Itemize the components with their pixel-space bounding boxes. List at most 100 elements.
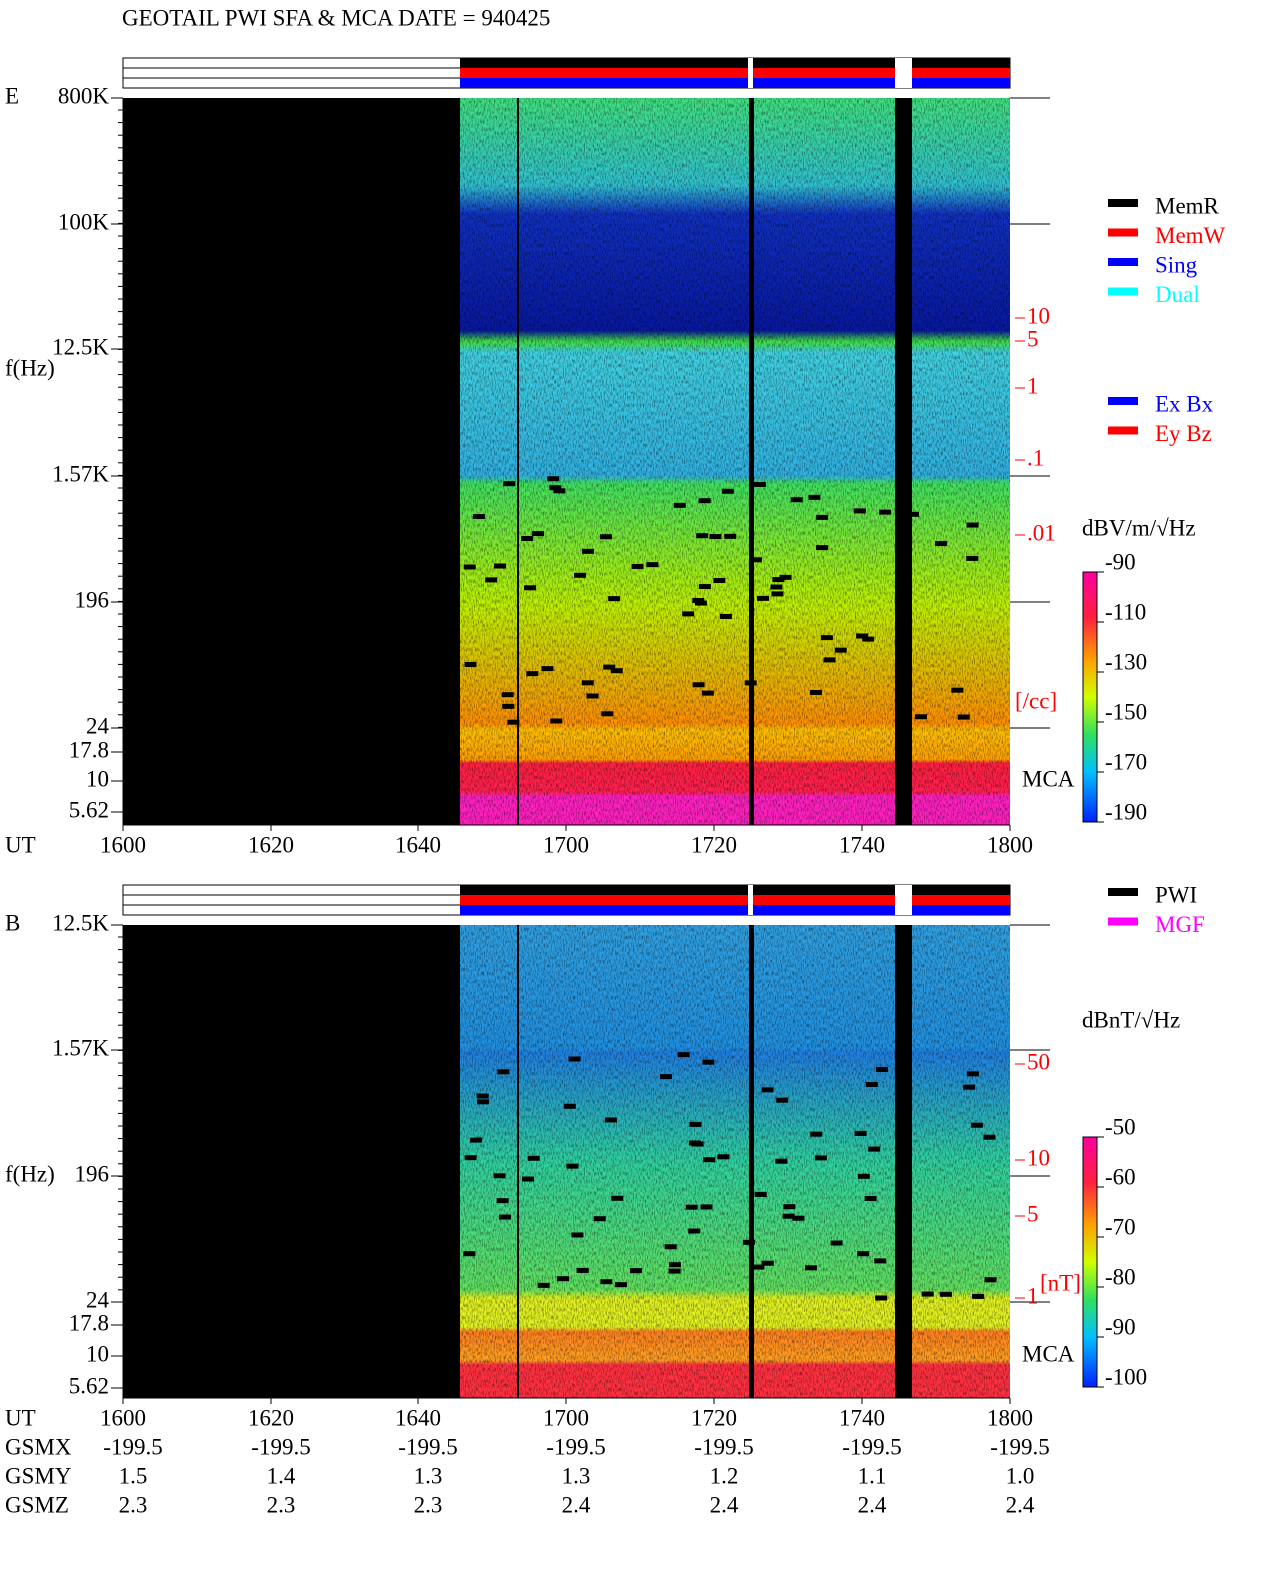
- dropout: [823, 657, 836, 663]
- orbit-value: 2.4: [562, 1492, 591, 1517]
- dropout: [772, 577, 785, 583]
- side-unit: [/cc]: [1015, 688, 1057, 713]
- mode-bar-row: [460, 58, 1010, 68]
- dropout: [702, 1059, 715, 1065]
- dropout: [581, 680, 594, 686]
- dropout: [792, 1215, 805, 1221]
- dropout: [951, 687, 964, 693]
- orbit-value: -199.5: [694, 1434, 753, 1459]
- dropout: [610, 668, 623, 674]
- x-tick-label: 1800: [987, 832, 1033, 857]
- dropout: [896, 1060, 909, 1066]
- dropout: [659, 1074, 672, 1080]
- colorbar: [1082, 1136, 1098, 1388]
- legend-swatch: [1108, 287, 1138, 296]
- dropout: [816, 545, 829, 551]
- dropout: [689, 1121, 702, 1127]
- dropout: [549, 485, 562, 491]
- dropout: [537, 1282, 550, 1288]
- orbit-name: GSMZ: [5, 1492, 69, 1517]
- dropout: [804, 1265, 817, 1271]
- y-tick-label: 10: [86, 766, 109, 791]
- dropout: [499, 1214, 512, 1220]
- dropout: [719, 613, 732, 619]
- y-tick-label: 17.8: [69, 1310, 109, 1335]
- colorbar-tick-label: -110: [1105, 599, 1146, 624]
- dropout: [463, 564, 476, 570]
- y-tick-label: 196: [75, 1161, 110, 1186]
- colorbar-tick-label: -90: [1105, 1314, 1136, 1339]
- mode-bar-row: [460, 895, 1010, 905]
- legend-swatch: [1108, 258, 1138, 266]
- dropout: [673, 502, 686, 508]
- dropout: [688, 1228, 701, 1234]
- dropout: [464, 662, 477, 668]
- dropout: [874, 1258, 887, 1264]
- colorbar: [1082, 571, 1098, 823]
- mode-bar-row: [460, 905, 1010, 915]
- dropout: [682, 611, 695, 617]
- dropout: [984, 1277, 997, 1283]
- dropout: [521, 536, 534, 542]
- spectrogram-texture: [460, 98, 1010, 825]
- data-gap: [123, 925, 460, 1398]
- dropout: [685, 1204, 698, 1210]
- dropout: [603, 664, 616, 670]
- colorbar-tick-label: -100: [1105, 1364, 1147, 1389]
- dropout: [599, 534, 612, 540]
- dropout: [631, 563, 644, 569]
- dropout: [497, 1069, 510, 1075]
- dropout: [541, 666, 554, 672]
- x-tick-label: 1700: [543, 1405, 589, 1430]
- orbit-name: GSMY: [5, 1463, 72, 1488]
- legend-label: MemR: [1155, 193, 1220, 218]
- mode-bar-gap: [748, 58, 753, 88]
- y-tick-label: 800K: [58, 83, 110, 108]
- dropout: [878, 509, 891, 515]
- y-tick-label: 24: [86, 713, 110, 738]
- dropout: [604, 1117, 617, 1123]
- side-tick-label: 10: [1027, 303, 1050, 328]
- dropout: [527, 1155, 540, 1161]
- side-tick-label: 1: [1027, 373, 1039, 398]
- dropout: [757, 595, 770, 601]
- dropout: [724, 533, 737, 539]
- dropout: [957, 714, 970, 720]
- mode-bar-gap: [895, 885, 912, 915]
- legend-label: MGF: [1155, 912, 1205, 937]
- dropout: [865, 1081, 878, 1087]
- data-gap: [749, 925, 754, 1398]
- dropout: [496, 1198, 509, 1204]
- x-axis-label: UT: [5, 832, 36, 857]
- dropout: [935, 541, 948, 547]
- dropout: [853, 508, 866, 514]
- y-tick-label: 24: [86, 1287, 110, 1312]
- dropout: [688, 1140, 701, 1146]
- dropout: [701, 690, 714, 696]
- colorbar-tick-label: -170: [1105, 749, 1147, 774]
- dropout: [593, 1216, 606, 1222]
- orbit-name: GSMX: [5, 1434, 72, 1459]
- y-tick-label: 1.57K: [52, 1035, 109, 1060]
- dropout: [775, 1158, 788, 1164]
- mode-bar-gap: [895, 58, 912, 88]
- dropout: [970, 1122, 983, 1128]
- y-tick-label: 17.8: [69, 737, 109, 762]
- dropout: [963, 1084, 976, 1090]
- dropout: [568, 1056, 581, 1062]
- dropout: [754, 1191, 767, 1197]
- dropout: [614, 1282, 627, 1288]
- legend-label: MemW: [1155, 223, 1226, 248]
- legend-label: Ex Bx: [1155, 391, 1214, 416]
- dropout: [476, 1093, 489, 1099]
- dropout: [698, 584, 711, 590]
- orbit-value: 2.4: [858, 1492, 887, 1517]
- data-gap: [895, 98, 912, 825]
- x-tick-label: 1600: [100, 832, 146, 857]
- dropout: [532, 531, 545, 537]
- dropout: [611, 1195, 624, 1201]
- dropout: [862, 636, 875, 642]
- colorbar-tick-label: -80: [1105, 1264, 1136, 1289]
- panel-label: B: [5, 910, 20, 935]
